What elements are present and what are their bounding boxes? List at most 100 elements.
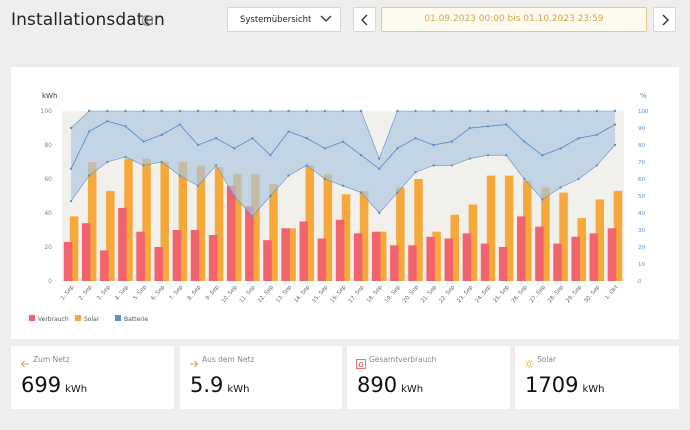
tile-value: 5.9 kWh: [190, 373, 249, 397]
solar-bar: [577, 218, 586, 281]
verbrauch-bar: [335, 219, 345, 281]
solar-bar: [305, 165, 314, 281]
tile-value-unit: kWh: [65, 384, 88, 395]
next-period-button[interactable]: [653, 7, 676, 32]
tile-value-unit: kWh: [582, 384, 605, 395]
batterie-avg-point: [178, 123, 182, 126]
x-tick-label: 17. Sep: [348, 284, 366, 304]
solar-bar: [504, 175, 514, 281]
x-tick-label: 30. Sep: [583, 284, 601, 304]
batterie-min-point: [142, 164, 145, 167]
x-tick-label: 15. Sep: [311, 284, 329, 304]
summary-tile: Aus dem Netz 5.9 kWh: [180, 346, 342, 409]
batterie-min-point: [323, 177, 327, 181]
batterie-max-point: [577, 109, 580, 113]
batterie-max-point: [504, 109, 508, 113]
batterie-max-point: [124, 109, 127, 113]
arrow-right-icon: [189, 354, 199, 368]
batterie-min-point: [160, 160, 163, 164]
solar-bar: [214, 167, 224, 281]
y-right-tick-label: 0: [638, 279, 642, 285]
batterie-avg-point: [287, 130, 290, 133]
verbrauch-bar: [480, 243, 490, 281]
y-tick-label: 60: [44, 176, 52, 183]
verbrauch-bar: [63, 241, 73, 281]
verbrauch-bar: [390, 245, 399, 281]
verbrauch-bar: [372, 231, 381, 281]
batterie-max-point: [432, 109, 435, 113]
batterie-min-point: [69, 199, 73, 203]
batterie-min-point: [124, 155, 127, 159]
batterie-min-point: [305, 164, 308, 167]
solar-bar: [523, 180, 532, 281]
batterie-avg-point: [323, 147, 327, 150]
batterie-min-point: [251, 215, 254, 218]
verbrauch-bar: [299, 221, 308, 281]
summary-tile: Zum Netz 699 kWh: [11, 346, 174, 409]
batterie-avg-point: [486, 125, 490, 128]
batterie-min-point: [287, 174, 290, 177]
batterie-min-point: [468, 157, 472, 160]
solar-bar: [559, 192, 568, 281]
info-icon[interactable]: i: [142, 15, 153, 26]
energy-chart-card: kWh% 0 20 40 60 80 100 0 10 20 30 40 50 60 70 80 90 100 1.…: [11, 67, 679, 339]
batterie-range-band: [71, 111, 615, 217]
chevron-left-icon: [361, 14, 368, 26]
y-right-tick-label: 90: [638, 126, 645, 132]
view-select[interactable]: Systemübersicht: [227, 7, 341, 32]
verbrauch-bar: [517, 216, 526, 281]
batterie-max-point: [251, 109, 254, 113]
x-tick-label: 11. Sep: [239, 284, 257, 304]
batterie-avg-point: [233, 147, 236, 150]
batterie-avg-point: [396, 147, 399, 150]
y-right-tick-label: 20: [638, 245, 645, 251]
prev-period-button[interactable]: [353, 7, 376, 32]
batterie-min-point: [486, 154, 490, 157]
solar-bar: [196, 165, 206, 281]
x-tick-label: 7. Sep: [169, 284, 185, 302]
x-tick-label: 2. Sep: [78, 284, 94, 302]
x-tick-label: 4. Sep: [114, 284, 130, 302]
batterie-min-point: [341, 184, 345, 187]
date-range-field[interactable]: 01.09.2023 00:00 bis 01.10.2023 23:59: [381, 7, 647, 32]
batterie-avg-point: [559, 147, 562, 150]
batterie-min-point: [541, 198, 544, 201]
solar-bar: [378, 231, 387, 281]
verbrauch-bar: [263, 240, 272, 281]
verbrauch-bar: [535, 226, 544, 281]
verbrauch-bar: [190, 230, 200, 281]
batterie-max-point: [160, 109, 163, 113]
solar-bar: [468, 204, 478, 281]
batterie-min-point: [450, 164, 453, 167]
batterie-max-point: [106, 109, 109, 113]
tile-label: Solar: [537, 355, 557, 364]
tile-label: Aus dem Netz: [202, 355, 255, 364]
batterie-min-point: [559, 186, 562, 189]
tile-value-number: 1709: [525, 373, 579, 397]
batterie-avg-point: [196, 143, 200, 147]
batterie-min-point: [214, 164, 218, 167]
batterie-max-point: [468, 109, 472, 113]
verbrauch-bar: [317, 238, 327, 281]
batterie-min-point: [504, 154, 508, 157]
batterie-min-point: [432, 164, 435, 167]
x-tick-label: 21. Sep: [420, 284, 438, 304]
x-tick-label: 9. Sep: [205, 284, 221, 302]
x-tick-label: 18. Sep: [366, 284, 384, 304]
batterie-max-point: [214, 109, 218, 113]
x-tick-label: 28. Sep: [547, 284, 565, 304]
batterie-avg-point: [577, 137, 580, 140]
batterie-max-point: [178, 109, 182, 113]
verbrauch-bar: [498, 247, 508, 281]
batterie-max-point: [523, 109, 526, 113]
x-tick-label: 12. Sep: [257, 284, 275, 304]
batterie-avg-point: [106, 120, 109, 123]
summary-tile: Solar 1709 kWh: [515, 346, 679, 409]
y-right-tick-label: 10: [638, 262, 645, 268]
solar-bar: [359, 190, 369, 281]
tile-value: 890 kWh: [357, 373, 423, 397]
solar-bar: [450, 214, 460, 281]
solar-bar: [595, 199, 605, 281]
verbrauch-bar: [607, 228, 617, 281]
batterie-avg-point: [124, 125, 127, 128]
